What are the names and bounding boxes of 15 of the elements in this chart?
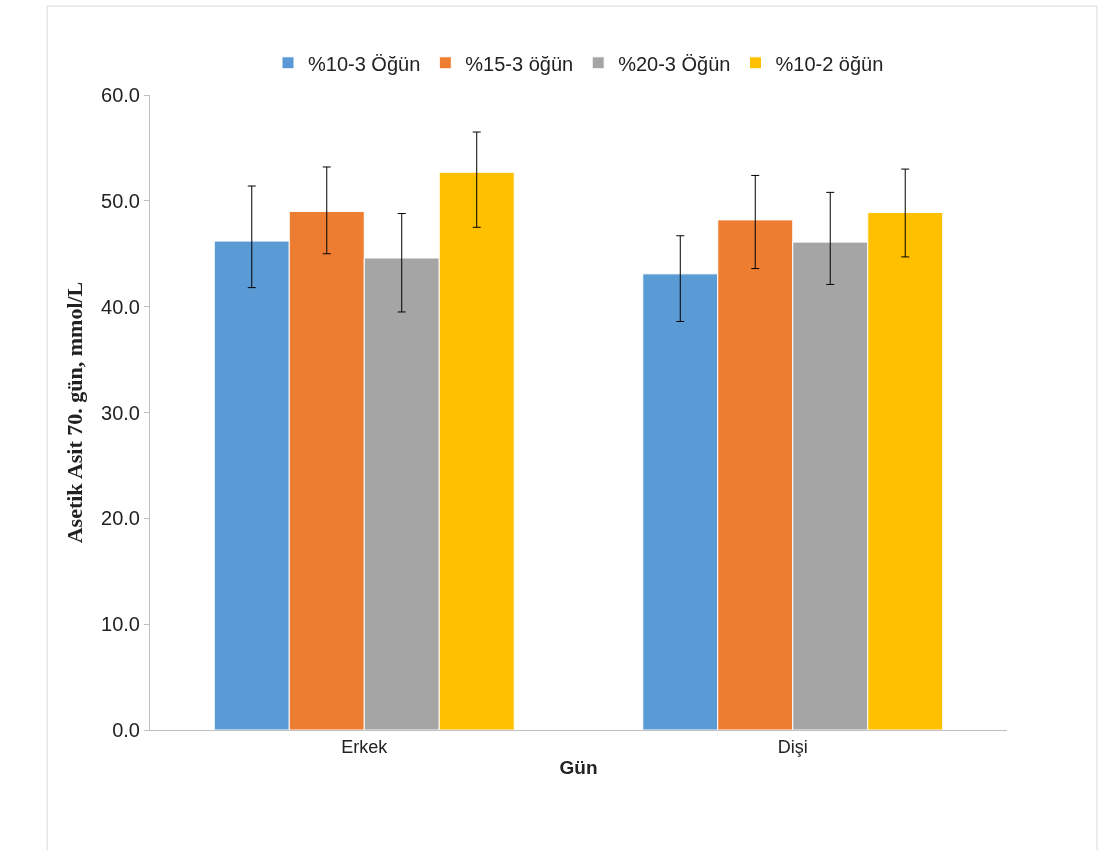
y-axis-title: Asetik Asit 70. gün, mmol/L <box>61 281 87 544</box>
legend-label: %10-3 Öğün <box>308 52 421 75</box>
legend-label: %15-3 öğün <box>465 52 574 75</box>
x-tick-label: Erkek <box>341 736 389 757</box>
legend-label: %20-3 Öğün <box>618 52 731 75</box>
y-tick-label: 10.0 <box>101 613 140 636</box>
x-tick-label: Dişi <box>777 736 808 757</box>
y-tick-label: 60.0 <box>101 84 140 106</box>
y-tick-label: 30.0 <box>101 401 140 424</box>
legend-label: %10-2 öğün <box>775 52 884 75</box>
y-tick-label: 40.0 <box>101 295 140 318</box>
y-tick-label: 50.0 <box>101 189 140 212</box>
y-tick-label: 20.0 <box>101 507 140 530</box>
x-axis-title: Gün <box>559 757 598 779</box>
y-tick-label: 0.0 <box>112 719 140 741</box>
